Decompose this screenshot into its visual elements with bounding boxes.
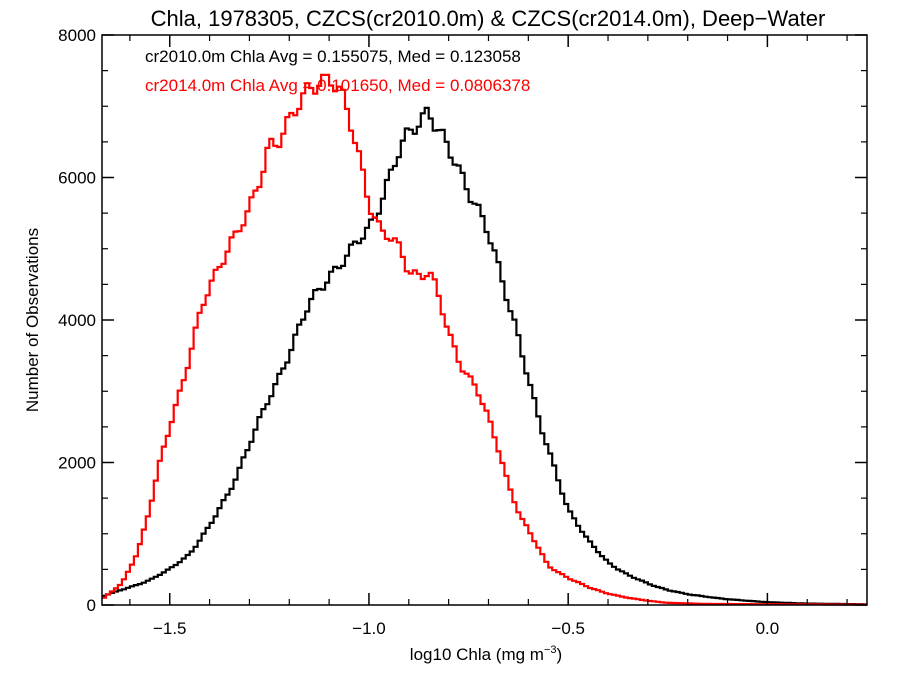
x-tick-label: 0.0 <box>756 619 780 638</box>
series-line-2 <box>102 73 867 606</box>
y-tick-label: 8000 <box>58 26 96 45</box>
x-tick-label: −0.5 <box>551 619 585 638</box>
x-axis-label-main: log10 Chla (mg m <box>410 645 544 664</box>
legend-entry-2: cr2014.0m Chla Avg = 0.101650, Med = 0.0… <box>145 76 530 95</box>
series-line-1 <box>102 106 867 606</box>
series-layer <box>102 73 867 606</box>
y-tick-label: 6000 <box>58 169 96 188</box>
x-tick-label: −1.0 <box>352 619 386 638</box>
x-axis-label-superscript: −3 <box>544 644 557 656</box>
y-tick-label: 4000 <box>58 311 96 330</box>
x-tick-label: −1.5 <box>153 619 187 638</box>
legend: cr2010.0m Chla Avg = 0.155075, Med = 0.1… <box>145 47 530 95</box>
legend-entry-1: cr2010.0m Chla Avg = 0.155075, Med = 0.1… <box>145 47 521 66</box>
x-axis-label-close: ) <box>557 645 563 664</box>
y-tick-label: 0 <box>87 596 96 615</box>
y-axis-label: Number of Observations <box>23 228 42 412</box>
x-axis-label: log10 Chla (mg m−3) <box>410 644 562 664</box>
plot-frame <box>101 34 868 606</box>
chart-title: Chla, 1978305, CZCS(cr2010.0m) & CZCS(cr… <box>151 6 826 31</box>
y-tick-label: 2000 <box>58 454 96 473</box>
axis-layer: −1.5 −1.0 −0.5 0.0 0 2000 4000 6000 8000 <box>58 26 867 638</box>
